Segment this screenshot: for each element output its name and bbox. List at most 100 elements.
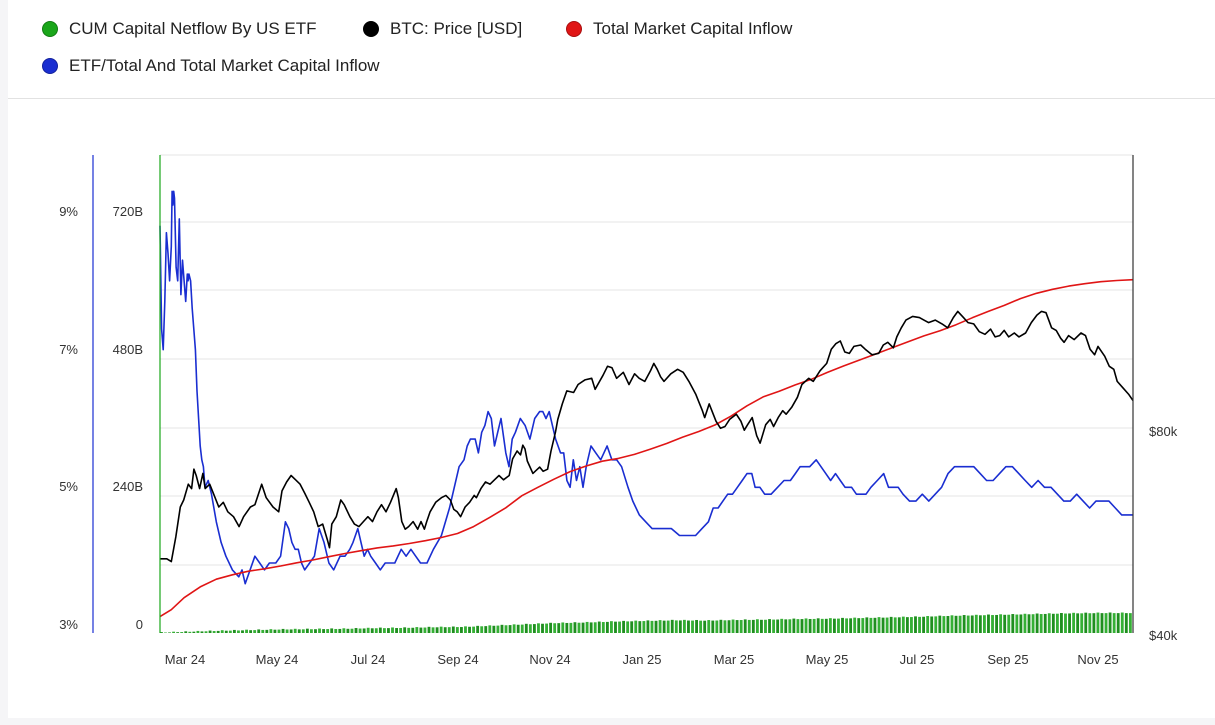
etf-netflow-bar [1128,613,1132,633]
total-inflow-line [159,278,1134,618]
etf-netflow-bar [301,629,305,633]
etf-netflow-bar [200,631,204,633]
etf-netflow-bar [403,627,407,633]
etf-netflow-bar [322,629,326,633]
etf-netflow-bar [1072,612,1076,633]
etf-netflow-bar [601,622,605,633]
etf-netflow-bar [289,629,293,633]
etf-netflow-bar [1035,613,1039,633]
etf-netflow-bar [703,620,707,633]
etf-netflow-bar [800,619,804,633]
etf-netflow-bar [516,624,520,633]
etf-netflow-bar [488,625,492,633]
etf-netflow-bar [950,615,954,633]
etf-netflow-bar [1011,614,1015,633]
etf-netflow-bar [249,630,253,633]
x-tick-label: Sep 25 [987,652,1028,667]
x-tick-label: Mar 25 [714,652,754,667]
etf-netflow-bar [905,617,909,633]
etf-netflow-bar [573,622,577,633]
etf-netflow-bar [605,621,609,633]
etf-netflow-bar [630,621,634,633]
etf-netflow-bar [808,618,812,633]
etf-netflow-bar [1068,613,1071,633]
etf-netflow-bar [541,623,544,633]
etf-netflow-bar [549,622,553,633]
etf-netflow-bar [395,628,398,633]
etf-netflow-bar [845,618,848,633]
etf-netflow-bar [974,614,978,633]
etf-netflow-bar [978,615,982,633]
etf-netflow-bar [747,619,751,633]
etf-netflow-bar [934,616,938,633]
etf-netflow-bar [228,630,232,633]
etf-netflow-bar [954,615,958,633]
etf-netflow-bar [1116,613,1120,633]
etf-netflow-bar [1076,613,1080,633]
etf-netflow-bar [824,618,828,633]
etf-netflow-bar [614,621,617,633]
chart-legend: CUM Capital Netflow By US ETF BTC: Price… [8,0,1215,99]
etf-netflow-bar [1039,614,1043,633]
etf-netflow-bar [464,626,467,633]
etf-netflow-bar [265,629,269,633]
etf-netflow-bar [901,616,905,633]
x-tick-label: Mar 24 [165,652,205,667]
etf-netflow-bar [447,627,451,633]
etf-netflow-bar [512,624,516,633]
etf-netflow-bar [820,618,824,633]
etf-netflow-bar [253,630,257,633]
etf-netflow-bar [1124,613,1128,633]
etf-netflow-bar [995,614,998,633]
etf-netflow-bar [889,616,893,633]
etf-netflow-bar [1003,614,1007,633]
etf-netflow-bar [460,627,463,633]
etf-netflow-bar [1019,614,1023,633]
pct-tick-label: 3% [59,617,78,632]
etf-netflow-bar [1055,613,1059,633]
etf-netflow-bar [257,629,261,633]
etf-netflow-bar [958,615,962,633]
etf-netflow-bar [472,626,476,633]
etf-netflow-bar [419,627,423,633]
etf-netflow-bar [743,619,747,633]
etf-netflow-bar [557,623,561,633]
etf-netflow-bar [569,622,573,633]
etf-netflow-bar [216,630,220,633]
etf-netflow-bar [220,630,224,633]
price-tick-label: $40k [1149,628,1178,643]
legend-item-etf-ratio[interactable]: ETF/Total And Total Market Capital Inflo… [42,56,380,76]
etf-netflow-bar [1120,612,1124,633]
etf-netflow-bar [532,624,536,633]
etf-netflow-bar [646,620,650,633]
etf-netflow-bar [739,620,743,633]
legend-item-btc-price[interactable]: BTC: Price [USD] [363,19,522,39]
etf-netflow-bar [764,619,767,633]
etf-netflow-bar [1092,613,1096,633]
etf-netflow-bar [589,622,593,633]
etf-netflow-bar [184,631,188,633]
etf-netflow-bar [577,622,581,633]
etf-netflow-bar [476,625,480,633]
etf-netflow-bar [208,630,212,633]
pct-tick-label: 9% [59,204,78,219]
etf-netflow-bar [727,620,731,633]
etf-netflow-bar [999,614,1003,633]
etf-netflow-bar [962,615,966,633]
etf-netflow-bar [423,627,427,633]
etf-netflow-bar [528,624,532,633]
etf-netflow-bar [326,629,330,633]
legend-label: Total Market Capital Inflow [593,19,793,38]
etf-netflow-bar [772,619,776,633]
etf-netflow-bar [285,629,289,633]
etf-netflow-bar [816,618,820,633]
legend-item-etf-netflow[interactable]: CUM Capital Netflow By US ETF [42,19,317,39]
etf-netflow-bar [500,624,504,633]
etf-netflow-bar [885,617,889,633]
etf-netflow-bar [455,627,459,633]
etf-netflow-bar [938,615,942,633]
etf-netflow-bar [585,621,589,633]
price-tick-label: $80k [1149,424,1178,439]
legend-item-total-inflow[interactable]: Total Market Capital Inflow [566,19,792,39]
